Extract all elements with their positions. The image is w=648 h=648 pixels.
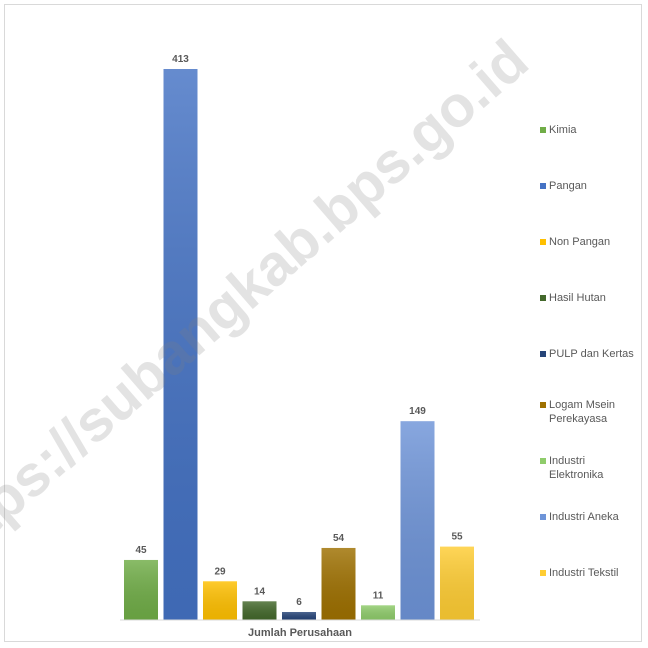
bar-shade-pulp-dan-kertas xyxy=(282,611,316,620)
legend-item-industri-tekstil: Industri Tekstil xyxy=(540,566,619,580)
legend-label: Logam Msein Perekayasa xyxy=(549,399,616,425)
chart-frame xyxy=(4,4,642,642)
data-label-kimia: 45 xyxy=(135,545,147,556)
legend-label: Industri Tekstil xyxy=(549,567,619,579)
legend-swatch xyxy=(540,351,546,357)
legend-swatch xyxy=(540,402,546,408)
data-label-pulp-dan-kertas: 6 xyxy=(296,597,302,608)
bar-shade-industri-tekstil xyxy=(440,546,474,620)
data-label-non-pangan: 29 xyxy=(214,566,226,577)
data-label-industri-aneka: 149 xyxy=(409,406,426,417)
bars-layer: 45 413 29 14 6 54 11 149 55 xyxy=(124,54,474,620)
legend-swatch xyxy=(540,295,546,301)
legend-item-industri-elektronika: Industri Elektronika xyxy=(540,454,629,482)
bar-shade-kimia xyxy=(124,559,158,620)
legend-label: PULP dan Kertas xyxy=(549,348,634,360)
legend-swatch xyxy=(540,514,546,520)
legend-item-pulp-dan-kertas: PULP dan Kertas xyxy=(540,347,634,361)
legend-item-industri-aneka: Industri Aneka xyxy=(540,510,619,524)
bar-shade-industri-elektronika xyxy=(361,605,395,620)
bar-shade-pangan xyxy=(163,69,198,620)
data-label-logam-msein-perekayasa: 54 xyxy=(333,533,345,544)
legend-label: Kimia xyxy=(549,124,577,136)
legend-label: Industri Aneka xyxy=(549,511,619,523)
legend-item-hasil-hutan: Hasil Hutan xyxy=(540,291,606,305)
legend-item-logam-msein-perekayasa: Logam Msein Perekayasa xyxy=(540,398,629,426)
data-label-industri-tekstil: 55 xyxy=(451,532,463,543)
data-label-hasil-hutan: 14 xyxy=(254,586,266,597)
bar-shade-non-pangan xyxy=(203,581,237,620)
data-label-pangan: 413 xyxy=(172,54,189,65)
bar-shade-logam-msein-perekayasa xyxy=(321,547,356,620)
legend-item-pangan: Pangan xyxy=(540,179,587,193)
x-axis-label: Jumlah Perusahaan xyxy=(248,627,352,639)
legend-swatch xyxy=(540,239,546,245)
legend-label: Hasil Hutan xyxy=(549,292,606,304)
legend-swatch xyxy=(540,127,546,133)
legend-item-kimia: Kimia xyxy=(540,123,577,137)
legend-swatch xyxy=(540,570,546,576)
bar-shade-industri-aneka xyxy=(400,421,435,620)
legend-swatch xyxy=(540,183,546,189)
legend-item-non-pangan: Non Pangan xyxy=(540,235,610,249)
bar-shade-hasil-hutan xyxy=(242,601,277,620)
data-label-industri-elektronika: 11 xyxy=(373,590,384,601)
legend-label: Industri Elektronika xyxy=(549,455,604,481)
legend-label: Pangan xyxy=(549,180,587,192)
legend-swatch xyxy=(540,458,546,464)
legend-label: Non Pangan xyxy=(549,236,611,248)
